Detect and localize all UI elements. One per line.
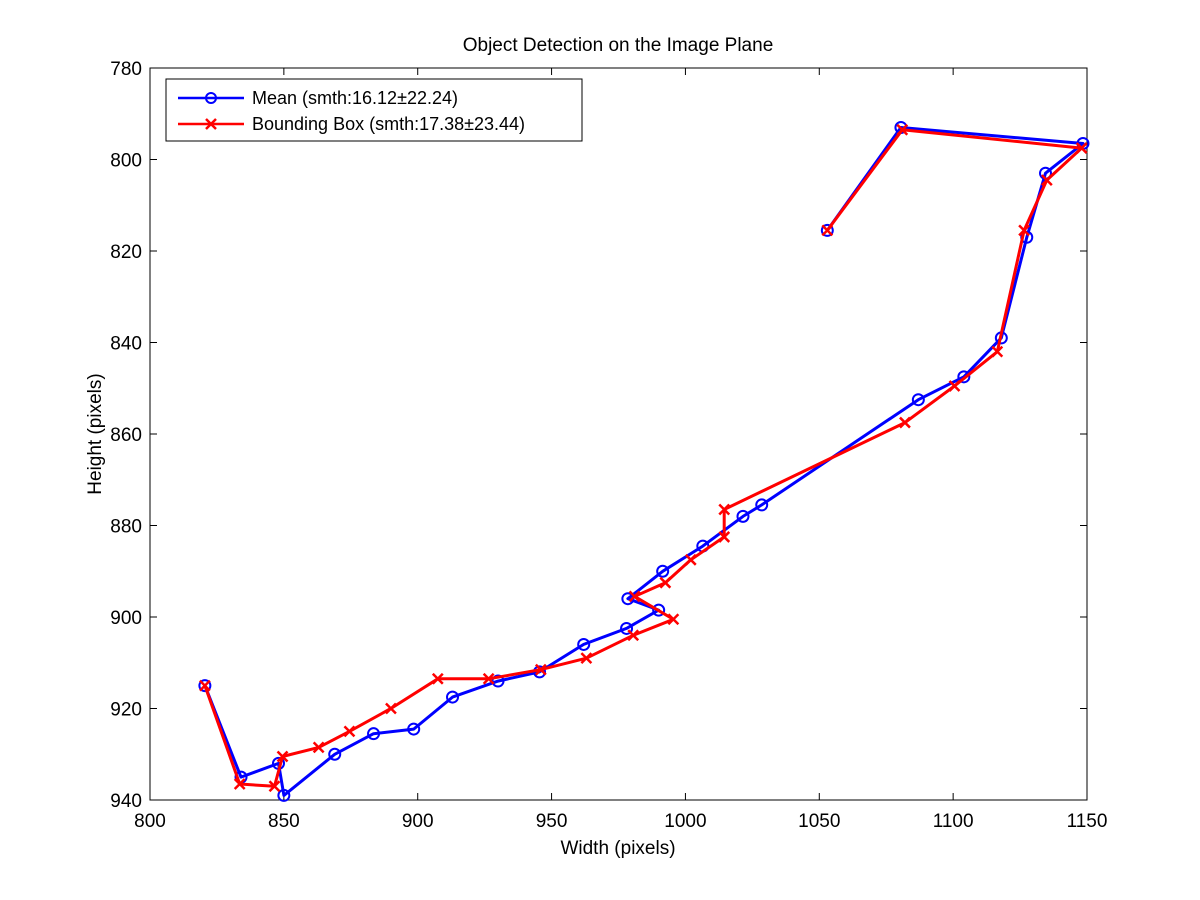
legend-marker-bbox xyxy=(205,118,217,130)
data-point xyxy=(268,780,281,793)
y-tick-label: 780 xyxy=(110,59,142,80)
legend-label-mean: Mean (smth:16.12±22.24) xyxy=(252,88,458,108)
data-point xyxy=(684,553,697,566)
data-point xyxy=(198,679,211,692)
series-bounding-box xyxy=(198,123,1088,793)
data-point xyxy=(899,416,911,429)
y-tick-label: 840 xyxy=(110,334,142,355)
data-point xyxy=(667,613,680,626)
data-point xyxy=(1018,224,1030,237)
data-point xyxy=(718,531,731,543)
data-point xyxy=(431,672,444,685)
data-point xyxy=(821,224,834,237)
series-layer xyxy=(198,120,1090,802)
y-tick-label: 900 xyxy=(110,608,142,629)
data-point xyxy=(198,679,212,693)
data-point xyxy=(620,621,634,635)
data-point xyxy=(755,498,769,512)
data-point xyxy=(911,393,925,407)
data-point xyxy=(482,672,495,685)
data-point xyxy=(580,652,593,665)
data-point xyxy=(652,603,666,617)
x-tick-label: 850 xyxy=(268,811,300,832)
data-point xyxy=(233,778,246,790)
y-tick-label: 880 xyxy=(110,517,142,538)
data-point xyxy=(656,564,670,578)
x-tick-label: 1100 xyxy=(933,811,974,832)
y-tick-label: 940 xyxy=(110,791,142,812)
data-point xyxy=(407,722,421,736)
data-point xyxy=(367,727,381,741)
series-line xyxy=(203,126,1085,797)
y-axis-label: Height (pixels) xyxy=(85,373,106,494)
y-tick-label: 920 xyxy=(110,700,142,721)
plot-area xyxy=(149,67,1088,801)
data-point xyxy=(718,503,731,516)
data-point xyxy=(948,380,961,392)
data-point xyxy=(385,702,397,715)
x-tick-label: 950 xyxy=(536,811,568,832)
y-axis-ticks: 780 800 820 840 860 880 900 920 940 xyxy=(110,59,1087,812)
legend-marker-mean xyxy=(205,92,217,104)
y-tick-label: 800 xyxy=(110,151,142,172)
data-point xyxy=(277,788,291,802)
data-point xyxy=(534,663,547,676)
x-axis-label: Width (pixels) xyxy=(560,838,675,859)
data-point xyxy=(627,629,640,642)
data-point xyxy=(343,725,356,738)
legend: Mean (smth:16.12±22.24) Bounding Box (sm… xyxy=(165,78,583,142)
data-point xyxy=(659,576,672,589)
legend-box xyxy=(165,78,583,142)
data-point xyxy=(1040,174,1053,186)
x-tick-label: 1000 xyxy=(664,811,706,832)
legend-label-bbox: Bounding Box (smth:17.38±23.44) xyxy=(252,114,525,134)
x-tick-label: 900 xyxy=(402,811,434,832)
x-axis-ticks: 800 850 900 950 1000 1050 1100 1150 xyxy=(134,68,1107,832)
data-point xyxy=(957,370,971,384)
data-point xyxy=(577,637,591,651)
y-tick-label: 860 xyxy=(110,425,142,446)
data-point xyxy=(736,509,750,523)
x-tick-label: 1050 xyxy=(798,811,840,832)
data-point xyxy=(446,690,460,704)
chart-title: Object Detection on the Image Plane xyxy=(463,35,774,56)
data-point xyxy=(820,223,834,237)
x-tick-label: 1150 xyxy=(1067,811,1108,832)
data-point xyxy=(1075,142,1088,154)
x-tick-label: 800 xyxy=(134,811,166,832)
data-point xyxy=(312,741,325,754)
data-point xyxy=(276,750,289,763)
data-point xyxy=(896,123,909,136)
series-line xyxy=(203,128,1084,788)
data-point xyxy=(991,345,1004,358)
y-tick-label: 820 xyxy=(110,242,142,263)
data-point xyxy=(328,747,342,761)
data-point xyxy=(628,590,641,603)
